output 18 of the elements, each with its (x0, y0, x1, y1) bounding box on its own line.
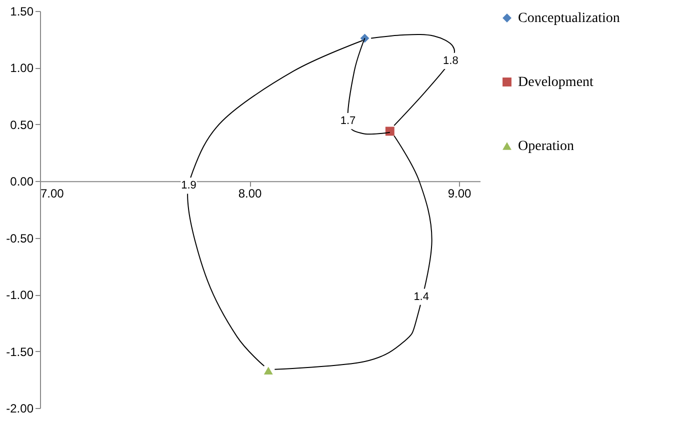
legend-label: Operation (518, 139, 574, 154)
x-tick-label: 9.00 (448, 186, 472, 201)
legend-label: Development (518, 75, 594, 90)
annotation: 1.7 (340, 115, 356, 128)
x-tick-label: 7.00 (40, 186, 64, 201)
y-tick-label: 1.00 (10, 61, 34, 76)
annotation: 1.4 (414, 290, 429, 303)
x-tick-label: 8.00 (238, 186, 262, 201)
y-tick-label: 1.50 (10, 4, 34, 18)
y-tick-label: -1.50 (6, 344, 34, 359)
y-tick-label: 0.50 (10, 118, 34, 132)
y-tick-label: -1.00 (6, 288, 34, 302)
legend-label: Conceptualization (518, 11, 620, 26)
annotation: 1.8 (443, 54, 458, 67)
annotation: 1.9 (181, 180, 196, 192)
y-tick-label: -0.50 (6, 231, 34, 246)
y-tick-label: 0.00 (10, 174, 34, 189)
y-tick-label: -2.00 (6, 402, 34, 416)
